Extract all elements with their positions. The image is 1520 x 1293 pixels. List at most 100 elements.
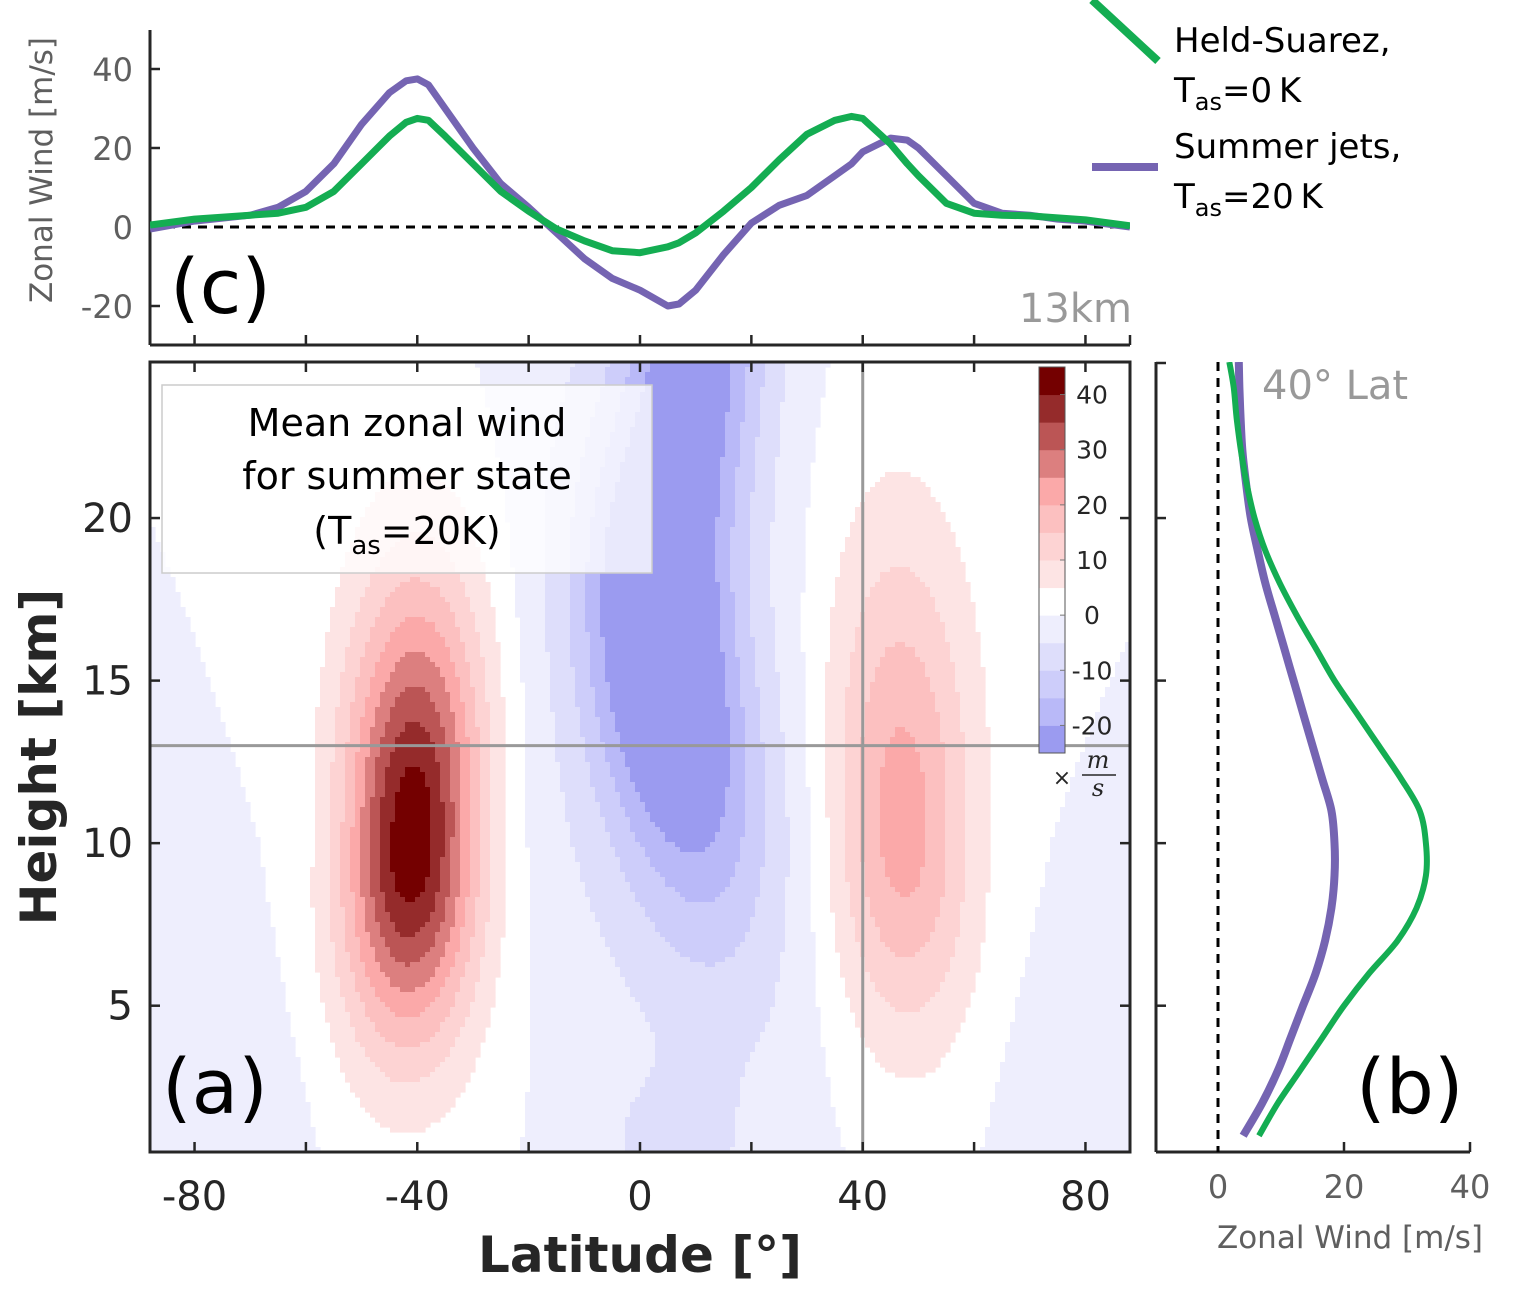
contour-cell	[435, 702, 451, 708]
contour-cell	[745, 747, 766, 753]
contour-cell	[430, 1072, 471, 1078]
contour-cell	[825, 732, 846, 738]
contour-cell	[370, 822, 381, 828]
contour-cell	[835, 592, 871, 598]
contour-cell	[715, 537, 731, 543]
contour-cell	[890, 737, 916, 743]
contour-cell	[520, 662, 551, 668]
contour-cell	[650, 817, 721, 823]
contour-cell	[895, 1072, 926, 1078]
contour-cell	[760, 887, 786, 893]
contour-cell	[620, 857, 651, 863]
contour-cell	[555, 752, 586, 758]
contour-cell	[520, 622, 546, 628]
contour-cell	[430, 852, 446, 858]
contour-cell	[965, 812, 991, 818]
contour-cell	[745, 392, 761, 398]
contour-cell	[630, 772, 731, 778]
contour-cell	[865, 597, 936, 603]
contour-cell	[545, 617, 571, 623]
contour-cell	[390, 592, 441, 598]
contour-cell	[765, 852, 791, 858]
contour-cell	[350, 1012, 366, 1018]
contour-cell	[350, 627, 371, 633]
contour-cell	[450, 607, 471, 613]
contour-cell	[935, 707, 961, 713]
contour-cell	[715, 562, 731, 568]
contour-cell	[395, 797, 431, 803]
contour-cell	[925, 667, 956, 673]
contour-cell	[840, 957, 866, 963]
contour-cell	[770, 1017, 821, 1023]
contour-cell	[445, 847, 451, 853]
colorbar-segment	[1039, 670, 1065, 699]
contour-cell	[995, 1097, 1130, 1103]
contour-cell	[550, 652, 571, 658]
x-tick-label: -40	[385, 1174, 450, 1220]
contour-cell	[965, 847, 991, 853]
contour-cell	[455, 737, 471, 743]
contour-cell	[355, 892, 361, 898]
contour-cell	[830, 852, 846, 858]
contour-cell	[380, 697, 396, 703]
contour-cell	[435, 1032, 461, 1038]
contour-cell	[575, 852, 616, 858]
contour-cell	[340, 582, 371, 588]
contour-cell	[600, 922, 656, 928]
contour-cell	[615, 727, 731, 733]
contour-cell	[450, 707, 466, 713]
contour-cell	[850, 1002, 891, 1008]
contour-cell	[475, 617, 496, 623]
contour-cell	[365, 792, 376, 798]
contour-cell	[730, 577, 751, 583]
contour-cell	[455, 902, 466, 908]
contour-cell	[525, 797, 566, 803]
contour-cell	[455, 917, 466, 923]
contour-cell	[150, 1112, 311, 1118]
contour-cell	[440, 862, 451, 868]
contour-cell	[630, 1102, 741, 1108]
contour-cell	[725, 452, 741, 458]
contour-cell	[745, 782, 766, 788]
contour-cell	[315, 922, 331, 928]
contour-cell	[365, 762, 376, 768]
contour-cell	[850, 657, 881, 663]
contour-cell	[525, 722, 556, 728]
contour-cell	[865, 602, 936, 608]
contour-cell	[965, 807, 991, 813]
contour-cell	[825, 662, 851, 668]
contour-cell	[325, 1017, 351, 1023]
contour-cell	[920, 577, 966, 583]
contour-cell	[360, 822, 371, 828]
contour-cell	[930, 592, 971, 598]
contour-cell	[625, 977, 781, 983]
contour-cell	[355, 777, 366, 783]
contour-cell	[480, 737, 491, 743]
contour-cell	[625, 452, 726, 458]
colorbar-unit-numerator: m	[1087, 746, 1110, 774]
contour-cell	[600, 932, 661, 938]
contour-cell	[150, 527, 156, 533]
contour-cell	[655, 1042, 756, 1048]
contour-cell	[965, 837, 991, 843]
contour-cell	[340, 872, 351, 878]
contour-cell	[390, 847, 431, 853]
contour-cell	[630, 442, 726, 448]
contour-cell	[855, 1022, 961, 1028]
contour-cell	[755, 662, 776, 668]
contour-cell	[355, 762, 366, 768]
contour-cell	[740, 857, 766, 863]
contour-cell	[925, 942, 956, 948]
contour-cell	[355, 917, 366, 923]
contour-cell	[845, 812, 861, 818]
contour-cell	[530, 1032, 656, 1038]
contour-cell	[830, 817, 846, 823]
contour-cell	[735, 592, 751, 598]
contour-cell	[430, 822, 446, 828]
contour-cell	[480, 767, 491, 773]
contour-cell	[955, 937, 986, 943]
contour-cell	[410, 577, 421, 583]
contour-cell	[825, 707, 846, 713]
contour-cell	[350, 637, 371, 643]
contour-cell	[365, 802, 371, 808]
